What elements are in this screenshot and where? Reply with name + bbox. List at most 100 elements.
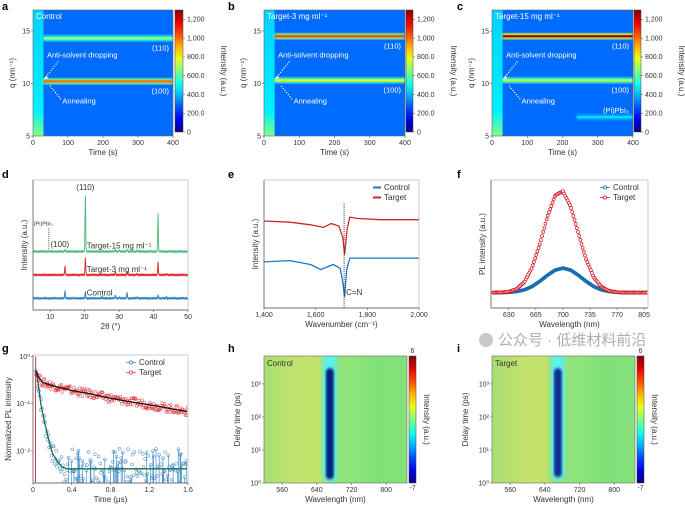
decay-data-point <box>169 402 173 407</box>
y-tick-label: 10³ <box>479 381 490 388</box>
pl-data-point <box>580 245 585 250</box>
decay-data-point <box>68 384 72 388</box>
x-tick-label: 640 <box>539 487 551 494</box>
decay-data-point <box>36 378 40 383</box>
decay-data-point <box>148 400 152 405</box>
colorbar-tick-label: 600.0 <box>645 73 663 80</box>
x-tick-label: 100 <box>521 140 533 147</box>
colorbar-min-label: -7 <box>409 485 415 492</box>
decay-data-point <box>86 387 90 392</box>
pl-data-point <box>544 217 549 222</box>
x-tick-label: 100 <box>62 140 74 147</box>
colorbar-tick-label: 1,200 <box>645 17 663 24</box>
decay-data-point <box>51 381 55 386</box>
decay-data-point <box>89 390 94 394</box>
annotation-antisolvent: Anti-solvent dropping <box>47 50 117 59</box>
decay-data-point <box>174 461 178 466</box>
colorbar-tick-label: 200.0 <box>645 111 663 118</box>
decay-data-point <box>82 463 87 467</box>
arrow-head-icon <box>275 75 280 80</box>
decay-data-point <box>131 452 135 457</box>
colorbar <box>408 355 417 484</box>
condition-label: Control <box>36 12 62 21</box>
decay-data-point <box>50 459 54 463</box>
decay-data-point <box>110 460 115 464</box>
colorbar <box>405 9 414 133</box>
y-axis-label: q (nm⁻¹) <box>8 58 17 88</box>
decay-data-point <box>59 383 64 387</box>
y-tick-label: 10 <box>22 81 30 88</box>
annotation-annealing: Annealing <box>294 96 327 105</box>
decay-data-point <box>62 480 66 483</box>
decay-fit-line <box>35 370 188 413</box>
bleach-core <box>325 368 334 480</box>
y-tick-label: 10⁰ <box>250 480 261 488</box>
y-tick-label: 10¹ <box>479 447 490 454</box>
decay-data-point <box>96 454 101 459</box>
arrow-annealing <box>280 85 293 100</box>
condition-label: Target-15 mg ml⁻¹ <box>495 12 560 21</box>
plot-area <box>34 356 188 489</box>
decay-data-point <box>165 486 168 489</box>
decay-data-point <box>172 410 177 414</box>
wechat-logo-icon <box>479 333 493 347</box>
decay-data-point <box>99 390 103 394</box>
plot-area <box>33 195 188 301</box>
panel-label: g <box>2 343 9 355</box>
pl-data-point <box>571 214 576 218</box>
y-axis-label: Intensity (a.u.) <box>20 219 29 270</box>
panel-c: c (110) (100) (Pi)PbI₃ Anti-solvent dropping… <box>457 1 685 157</box>
decay-data-point <box>126 447 130 451</box>
pl-data-point <box>537 242 542 247</box>
decay-data-point <box>85 463 89 467</box>
decay-data-point <box>76 392 80 396</box>
decay-data-point <box>170 464 175 468</box>
decay-data-point <box>146 454 151 458</box>
decay-data-point <box>49 453 54 458</box>
decay-data-point <box>88 395 92 400</box>
x-tick-label: 40 <box>150 314 158 321</box>
pl-data-point <box>570 210 575 214</box>
decay-data-point <box>134 485 137 488</box>
pl-data-point <box>579 241 584 246</box>
ftir-trace <box>264 216 419 255</box>
decay-data-point <box>138 471 143 475</box>
panel-label: f <box>457 169 461 181</box>
decay-data-point <box>160 485 163 488</box>
x-tick-label: 30 <box>115 314 123 321</box>
decay-data-point <box>181 462 185 466</box>
decay-data-point <box>169 477 174 482</box>
annotation-annealing: Annealing <box>62 96 95 105</box>
plot-area <box>264 10 405 136</box>
y-tick-label: 10⁰ <box>478 480 489 488</box>
x-tick-label: 0 <box>262 140 266 147</box>
decay-data-point <box>51 444 56 449</box>
colorbar-label: Intensity (a.u.) <box>449 46 458 97</box>
pl-data-point <box>542 225 547 230</box>
colorbar-max-label: 6 <box>411 348 415 355</box>
panel-a: a (110) (100) Anti-solvent dropping Annealin… <box>2 1 228 157</box>
decay-data-point <box>40 384 44 388</box>
decay-data-point <box>96 478 100 482</box>
y-tick-label: 10⁻² <box>16 448 30 455</box>
panel-i: i Target 6 -7 Intensity (a.u.) 560 640 720 800 10… <box>457 343 659 504</box>
annotation-antisolvent: Anti-solvent dropping <box>506 50 576 59</box>
x-tick-label: 1.2 <box>144 487 154 494</box>
decay-data-point <box>107 393 112 398</box>
y-axis-label: q (nm⁻¹) <box>239 58 248 88</box>
colorbar-tick-label: 400.0 <box>187 92 205 99</box>
plot-area <box>492 10 633 136</box>
decay-data-point <box>124 403 129 407</box>
colorbar-tick-label: 600.0 <box>187 73 205 80</box>
x-tick-label: 640 <box>311 487 323 494</box>
diffraction-band <box>43 80 173 83</box>
pl-data-point <box>529 266 534 271</box>
decay-data-point <box>48 380 52 384</box>
diffraction-band <box>576 116 633 119</box>
decay-data-point <box>163 450 168 454</box>
x-tick-label: 10 <box>46 314 54 321</box>
y-tick-label: 10¹ <box>251 447 262 454</box>
y-tick-label: 10⁻¹ <box>16 401 30 408</box>
panel-h: h Control 6 -7 Intensity (a.u.) 560 640 720 800 1… <box>228 343 431 504</box>
